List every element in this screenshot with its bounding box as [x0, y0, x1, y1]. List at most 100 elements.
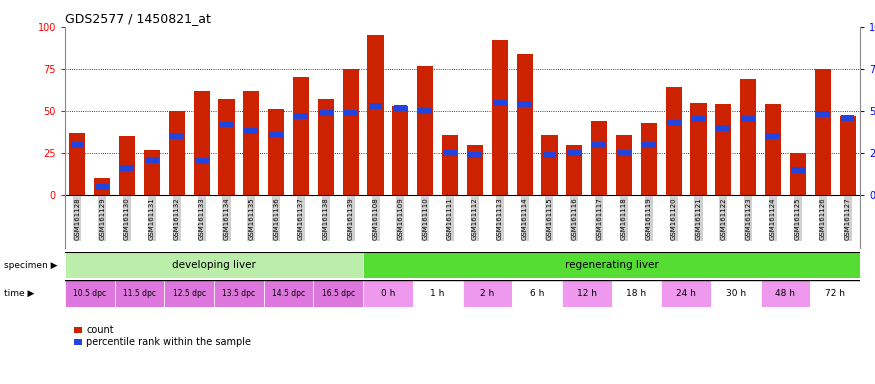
Text: specimen ▶: specimen ▶: [4, 260, 58, 270]
Text: GSM161139: GSM161139: [347, 197, 354, 240]
Bar: [65, 280, 115, 307]
Bar: [592, 121, 607, 195]
Bar: [318, 99, 334, 195]
Bar: [164, 280, 214, 307]
Bar: [442, 134, 458, 195]
Bar: [492, 40, 508, 195]
Bar: [394, 105, 407, 111]
Bar: [765, 104, 781, 195]
Bar: [268, 109, 284, 195]
Bar: [94, 178, 110, 195]
Bar: [463, 280, 512, 307]
Bar: [715, 104, 732, 195]
Bar: [662, 280, 711, 307]
Text: GSM161112: GSM161112: [472, 197, 478, 240]
Text: 6 h: 6 h: [530, 289, 544, 298]
Bar: [518, 101, 531, 107]
Bar: [293, 78, 309, 195]
Text: GSM161108: GSM161108: [373, 197, 379, 240]
Bar: [368, 35, 383, 195]
Bar: [467, 145, 483, 195]
Bar: [243, 91, 259, 195]
Text: GSM161113: GSM161113: [497, 197, 503, 240]
Bar: [368, 103, 382, 109]
Bar: [418, 108, 432, 114]
Bar: [119, 136, 135, 195]
Bar: [617, 150, 631, 156]
Bar: [444, 150, 457, 156]
Text: GSM161115: GSM161115: [547, 197, 552, 240]
Text: time ▶: time ▶: [4, 289, 35, 298]
Bar: [468, 152, 482, 157]
Legend: count, percentile rank within the sample: count, percentile rank within the sample: [70, 321, 255, 351]
Text: GSM161123: GSM161123: [746, 197, 752, 240]
Bar: [839, 116, 856, 195]
Text: 30 h: 30 h: [725, 289, 746, 298]
Bar: [69, 133, 86, 195]
Bar: [810, 280, 860, 307]
Bar: [592, 142, 606, 147]
Bar: [717, 125, 731, 131]
Text: 13.5 dpc: 13.5 dpc: [222, 289, 255, 298]
Bar: [95, 184, 109, 190]
Text: GSM161124: GSM161124: [770, 197, 776, 240]
Bar: [711, 280, 760, 307]
Bar: [493, 100, 507, 106]
Text: 14.5 dpc: 14.5 dpc: [272, 289, 305, 298]
Text: GSM161122: GSM161122: [720, 197, 726, 240]
Bar: [344, 110, 358, 116]
Text: GSM161125: GSM161125: [794, 197, 801, 240]
Text: regenerating liver: regenerating liver: [564, 260, 659, 270]
Text: 18 h: 18 h: [626, 289, 647, 298]
Bar: [791, 167, 805, 173]
Bar: [195, 159, 208, 164]
Bar: [667, 120, 681, 126]
Text: 12 h: 12 h: [577, 289, 597, 298]
Text: 24 h: 24 h: [676, 289, 696, 298]
Bar: [740, 79, 756, 195]
Text: GSM161129: GSM161129: [99, 197, 105, 240]
Bar: [542, 152, 556, 157]
Bar: [512, 280, 562, 307]
Bar: [413, 280, 463, 307]
Bar: [642, 142, 655, 147]
Text: GSM161114: GSM161114: [522, 197, 528, 240]
Text: GSM161120: GSM161120: [670, 197, 676, 240]
Text: 16.5 dpc: 16.5 dpc: [322, 289, 355, 298]
Text: GSM161117: GSM161117: [596, 197, 602, 240]
Text: GSM161131: GSM161131: [149, 197, 155, 240]
Bar: [169, 111, 185, 195]
Bar: [145, 157, 159, 163]
Text: GSM161126: GSM161126: [820, 197, 826, 240]
Bar: [343, 69, 359, 195]
Bar: [766, 133, 780, 139]
Bar: [690, 103, 707, 195]
Bar: [760, 280, 810, 307]
Bar: [616, 134, 632, 195]
Bar: [263, 280, 313, 307]
Text: 12.5 dpc: 12.5 dpc: [172, 289, 206, 298]
Text: GSM161111: GSM161111: [447, 197, 453, 240]
Bar: [219, 99, 234, 195]
Bar: [567, 150, 581, 156]
Text: 72 h: 72 h: [825, 289, 845, 298]
Text: 2 h: 2 h: [480, 289, 494, 298]
Text: GSM161132: GSM161132: [174, 197, 179, 240]
Bar: [562, 280, 612, 307]
Text: GSM161133: GSM161133: [199, 197, 205, 240]
Text: GSM161121: GSM161121: [696, 197, 702, 240]
Bar: [294, 113, 308, 119]
Bar: [220, 121, 234, 127]
Text: 1 h: 1 h: [430, 289, 444, 298]
Bar: [640, 123, 657, 195]
Text: 0 h: 0 h: [381, 289, 396, 298]
Bar: [612, 280, 662, 307]
Text: GSM161116: GSM161116: [571, 197, 578, 240]
Text: GSM161109: GSM161109: [397, 197, 403, 240]
Text: GSM161118: GSM161118: [621, 197, 627, 240]
Text: 48 h: 48 h: [775, 289, 795, 298]
Bar: [392, 106, 409, 195]
Bar: [170, 133, 184, 139]
Bar: [790, 153, 806, 195]
Text: GSM161130: GSM161130: [124, 197, 130, 240]
